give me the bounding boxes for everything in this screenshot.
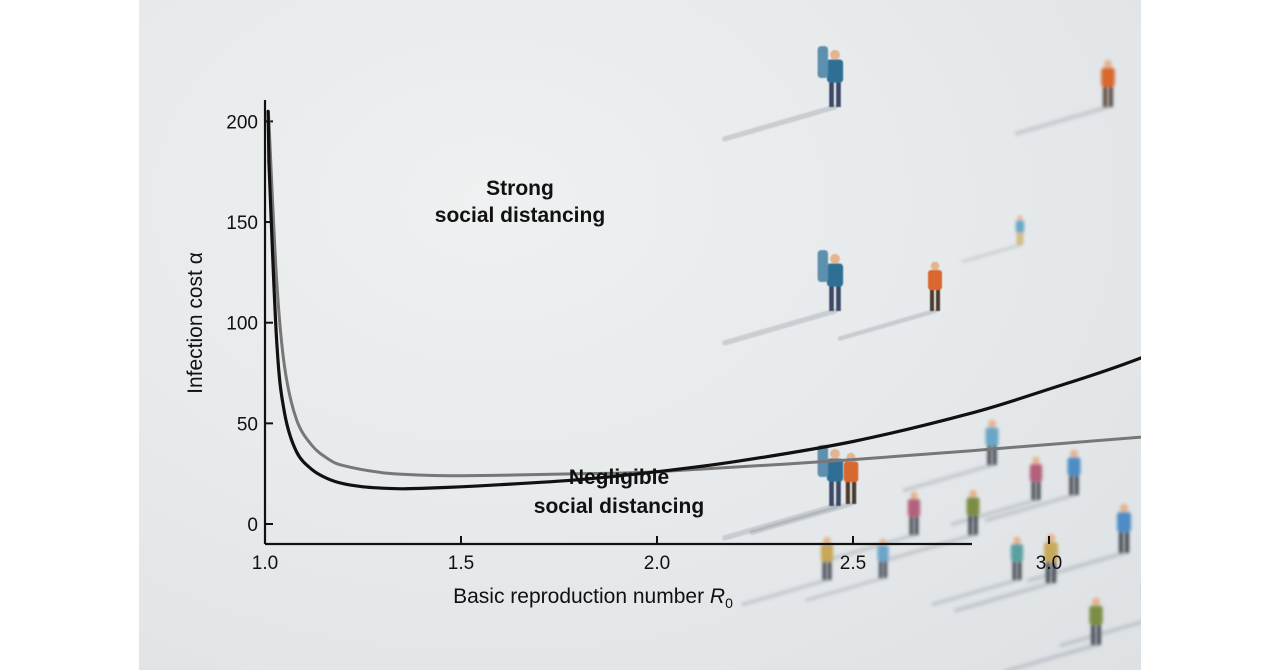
- person-figure-icon: [931, 536, 1024, 607]
- labels: Strong social distancing Negligible soci…: [184, 177, 733, 611]
- negligible-region-label-line2: social distancing: [534, 495, 704, 518]
- y-tick-label: 150: [226, 213, 258, 234]
- hiker-figure-icon: [722, 250, 844, 346]
- y-tick-label: 200: [226, 112, 258, 133]
- person-figure-icon: [805, 538, 889, 602]
- strong-region-label-line1: Strong: [486, 177, 554, 200]
- person-figure-icon: [950, 456, 1043, 527]
- strong-region-label-line2: social distancing: [435, 204, 605, 227]
- people-figures-decoration: [722, 46, 1141, 670]
- series-line-alpha-ex-start: [266, 109, 271, 164]
- person-figure-icon: [984, 449, 1081, 523]
- person-figure-icon: [961, 215, 1025, 263]
- curves: α*peakα*ex: [266, 109, 1141, 491]
- person-figure-icon: [902, 419, 999, 493]
- y-tick-label: 50: [237, 414, 258, 435]
- orange-person-figure-icon: [1014, 59, 1115, 136]
- x-tick-label: 2.0: [644, 553, 670, 574]
- y-tick-label: 100: [226, 314, 258, 335]
- person-figure-icon: [741, 536, 834, 607]
- x-tick-label: 1.5: [448, 553, 474, 574]
- negligible-region-label-line1: Negligible: [569, 466, 669, 489]
- person-figure-icon: [828, 491, 921, 562]
- x-tick-label: 3.0: [1036, 553, 1062, 574]
- x-tick-label: 2.5: [840, 553, 866, 574]
- orange-person-figure-icon: [837, 261, 942, 341]
- x-axis-label: Basic reproduction number R0: [453, 585, 733, 611]
- hiker-figure-icon: [722, 46, 844, 142]
- series-line-alpha-ex: [267, 160, 1141, 491]
- person-figure-icon: [1026, 503, 1131, 583]
- person-figure-icon: [883, 489, 980, 563]
- y-axis-label: Infection cost α: [184, 252, 207, 394]
- y-tick-label: 0: [247, 515, 258, 536]
- person-figure-icon: [1059, 620, 1141, 648]
- person-figure-icon: [1003, 597, 1103, 670]
- x-tick-label: 1.0: [252, 553, 278, 574]
- series-line-alpha-peak: [267, 119, 1141, 478]
